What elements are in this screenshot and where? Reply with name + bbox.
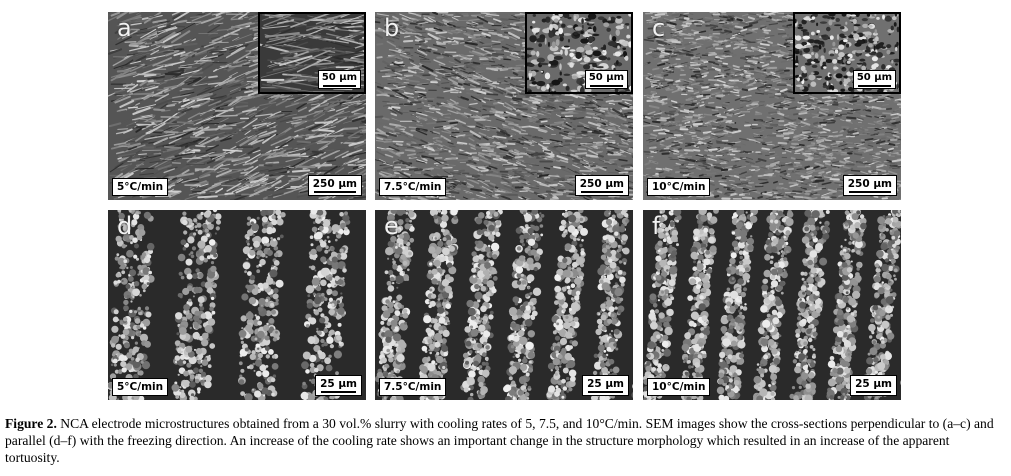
panel-letter-d: d: [117, 212, 133, 240]
scale-bar-f: 25 µm: [850, 375, 897, 396]
sem-panel-d: d 5°C/min 25 µm: [108, 210, 366, 400]
panel-letter-e: e: [384, 212, 399, 240]
panel-letter-a: a: [117, 14, 132, 42]
cooling-rate-label-f: 10°C/min: [647, 378, 711, 396]
scale-bar-d: 25 µm: [315, 375, 362, 396]
scale-bar-a: 250 µm: [307, 175, 362, 196]
cooling-rate-label-b: 7.5°C/min: [379, 178, 447, 196]
inset-scale-bar-b: 50 µm: [584, 70, 628, 89]
caption-text: NCA electrode microstructures obtained f…: [5, 416, 994, 465]
scale-bar-c: 250 µm: [842, 175, 897, 196]
figure-caption: Figure 2. NCA electrode microstructures …: [5, 415, 1007, 466]
sem-image-f: [643, 210, 901, 400]
inset-c: 50 µm: [793, 12, 901, 94]
cooling-rate-label-e: 7.5°C/min: [379, 378, 447, 396]
scale-bar-b: 250 µm: [574, 175, 629, 196]
sem-panel-b: 50 µm b 7.5°C/min 250 µm: [375, 12, 633, 200]
sem-image-d: [108, 210, 366, 400]
inset-scale-bar-c: 50 µm: [852, 70, 896, 89]
inset-b: 50 µm: [525, 12, 633, 94]
sem-panel-e: e 7.5°C/min 25 µm: [375, 210, 633, 400]
panel-letter-b: b: [384, 14, 400, 42]
cooling-rate-label-d: 5°C/min: [112, 378, 169, 396]
panel-letter-c: c: [652, 14, 666, 42]
sem-panel-a: 50 µm a 5°C/min 250 µm: [108, 12, 366, 200]
sem-panel-c: 50 µm c 10°C/min 250 µm: [643, 12, 901, 200]
inset-image-b: [527, 14, 631, 92]
panel-letter-f: f: [652, 212, 661, 240]
inset-scale-bar-a: 50 µm: [317, 70, 361, 89]
scale-bar-e: 25 µm: [582, 375, 629, 396]
sem-image-e: [375, 210, 633, 400]
sem-panel-f: f 10°C/min 25 µm: [643, 210, 901, 400]
caption-label: Figure 2.: [5, 416, 57, 431]
cooling-rate-label-c: 10°C/min: [647, 178, 711, 196]
cooling-rate-label-a: 5°C/min: [112, 178, 169, 196]
inset-a: 50 µm: [258, 12, 366, 94]
